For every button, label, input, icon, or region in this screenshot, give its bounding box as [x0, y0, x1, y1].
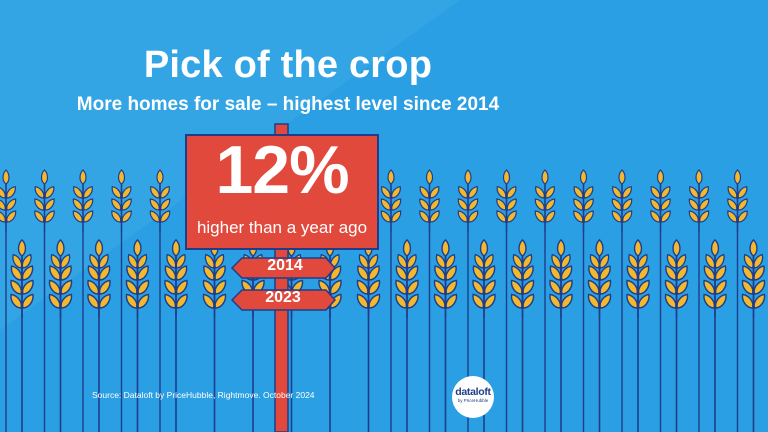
source-note: Source: Dataloft by PriceHubble, Rightmo… — [92, 390, 315, 400]
stat-caption: higher than a year ago — [196, 218, 368, 237]
page-subtitle: More homes for sale – highest level sinc… — [76, 94, 500, 115]
signpost — [185, 123, 379, 432]
wheat-row-back — [0, 170, 749, 432]
sign-label-2014: 2014 — [267, 257, 303, 274]
sign-label-2023: 2023 — [265, 289, 301, 306]
wheat-row-front — [8, 240, 767, 432]
stat-value: 12% — [215, 132, 349, 208]
logo-wordmark: dataloft — [455, 386, 491, 398]
page-title: Pick of the crop — [143, 44, 433, 86]
logo-tagline: by PriceHubble — [457, 397, 489, 403]
dataloft-logo: dataloft by PriceHubble — [452, 376, 494, 418]
